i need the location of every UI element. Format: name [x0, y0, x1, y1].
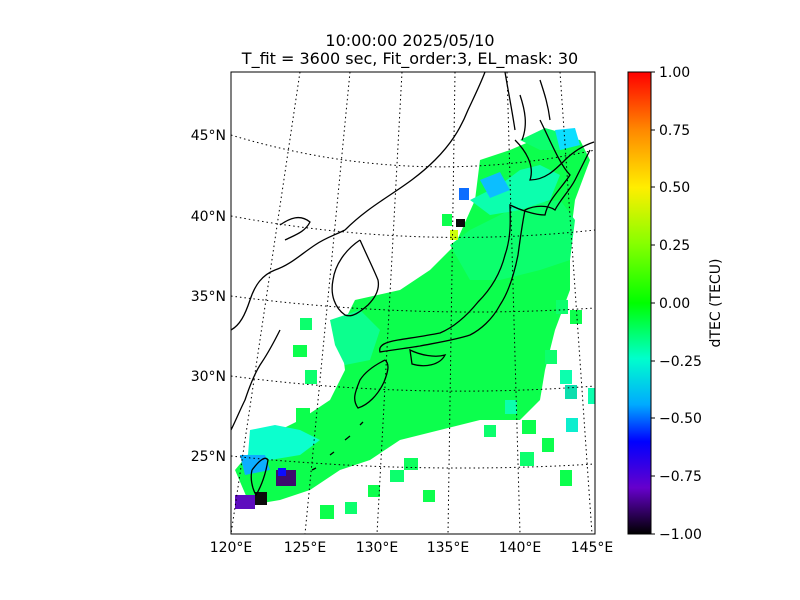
map-area: [231, 72, 595, 534]
lon-label: 120°E: [210, 540, 253, 556]
lat-label: 45°N: [191, 128, 226, 144]
colorbar-tick-label: 0.75: [659, 123, 690, 139]
colorbar-tick-label: −0.50: [659, 411, 702, 427]
lat-label: 35°N: [191, 289, 226, 305]
lat-label: 25°N: [191, 449, 226, 465]
colorbar-tick-label: 0.00: [659, 296, 690, 312]
lon-label: 130°E: [356, 540, 399, 556]
longitude-labels: 120°E 125°E 130°E 135°E 140°E 145°E: [210, 540, 614, 556]
lat-label: 40°N: [191, 209, 226, 225]
colorbar-label: dTEC (TECU): [708, 259, 724, 348]
lon-label: 140°E: [499, 540, 542, 556]
colorbar-tick-label: −0.75: [659, 469, 702, 485]
colorbar-tick-label: −1.00: [659, 527, 702, 543]
coastlines: [231, 72, 595, 497]
colorbar-tick-label: −0.25: [659, 354, 702, 370]
lon-label: 125°E: [284, 540, 327, 556]
map-frame: [230, 71, 596, 535]
colorbar: 1.00 0.75 0.50 0.25 0.00 −0.25 −0.50 −0.…: [627, 65, 724, 543]
lon-label: 135°E: [427, 540, 470, 556]
colorbar-tick-label: 0.25: [659, 238, 690, 254]
latitude-labels: 45°N 40°N 35°N 30°N 25°N: [191, 128, 226, 465]
colorbar-tick-label: 0.50: [659, 180, 690, 196]
lon-label: 145°E: [571, 540, 614, 556]
colorbar-gradient: [627, 71, 652, 535]
title-line-2: T_fit = 3600 sec, Fit_order:3, EL_mask: …: [241, 49, 579, 68]
colorbar-ticks: [651, 71, 655, 535]
lat-label: 30°N: [191, 369, 226, 385]
dtec-patches: [235, 128, 595, 519]
colorbar-tick-label: 1.00: [659, 65, 690, 81]
graticule: [231, 72, 595, 534]
title-line-1: 10:00:00 2025/05/10: [325, 31, 495, 50]
